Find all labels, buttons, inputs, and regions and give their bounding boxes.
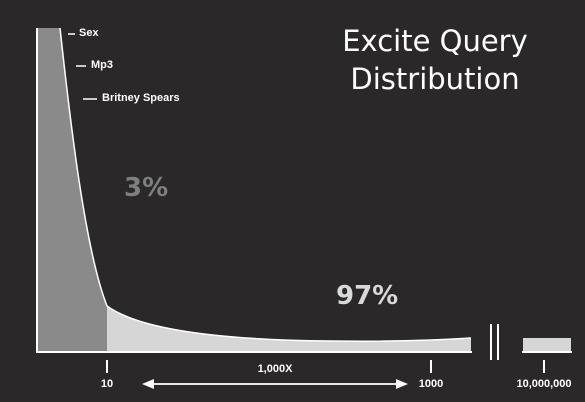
x-tick-label: 10,000,000 bbox=[516, 378, 572, 390]
head-label-sex: Sex bbox=[79, 27, 99, 39]
chart-title-line: Distribution bbox=[350, 62, 520, 96]
head-share-label: 3% bbox=[124, 173, 169, 203]
range-arrow-head-left bbox=[142, 379, 154, 389]
x-tick-label: 10 bbox=[100, 378, 114, 390]
range-arrow-head-right bbox=[396, 379, 408, 389]
tail-region bbox=[107, 306, 471, 352]
x-tick-label: 1000 bbox=[418, 378, 444, 390]
chart-title-line: Excite Query bbox=[342, 24, 528, 58]
head-label-mp3: Mp3 bbox=[91, 59, 113, 71]
head-label-britney-spears: Britney Spears bbox=[102, 92, 180, 104]
tail-share-label: 97% bbox=[336, 281, 399, 311]
chart-title: Excite Query Distribution bbox=[315, 22, 555, 98]
head-region bbox=[38, 28, 107, 352]
distribution-curve bbox=[59, 27, 472, 343]
far-tail-region bbox=[523, 338, 571, 352]
range-label: 1,000X bbox=[257, 363, 293, 375]
